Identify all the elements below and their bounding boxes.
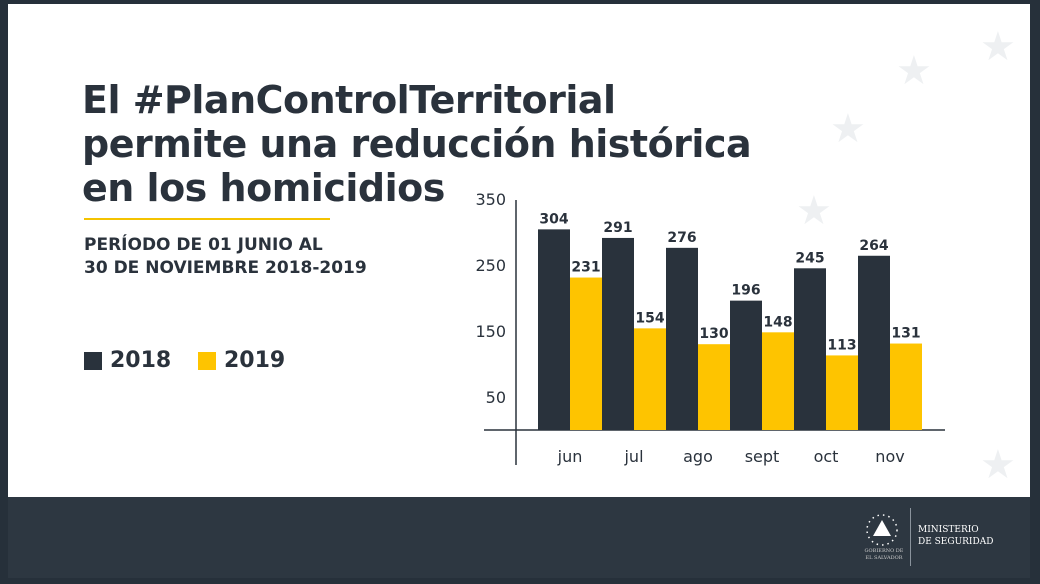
ministry-line: MINISTERIO <box>918 525 979 535</box>
bar-2018 <box>730 300 762 430</box>
bar-2019 <box>890 343 922 430</box>
star-icon: ★ <box>896 48 932 94</box>
ministry-line: DE SEGURIDAD <box>918 537 994 547</box>
bar-2019 <box>826 355 858 430</box>
headline-line: en los homicidios <box>82 166 445 210</box>
data-label: 304 <box>539 211 568 227</box>
footer-bar <box>8 497 1030 578</box>
legend-2018: 2018 <box>84 348 171 373</box>
legend-swatch <box>84 351 102 370</box>
data-label: 264 <box>859 238 888 254</box>
divider <box>910 508 911 566</box>
legend-swatch <box>198 351 216 370</box>
star-icon: ★ <box>830 106 866 152</box>
x-tick-label: sept <box>745 447 780 466</box>
star-icon: ★ <box>980 442 1016 488</box>
star-icon: ★ <box>796 188 832 234</box>
x-tick-label: jun <box>557 447 583 466</box>
bar-2019 <box>634 328 666 430</box>
subtitle-line: PERÍODO DE 01 JUNIO AL <box>84 235 323 255</box>
y-tick-label: 250 <box>475 256 506 275</box>
data-label: 276 <box>667 230 696 246</box>
ministry-label: MINISTERIO DE SEGURIDAD <box>918 524 993 548</box>
x-tick-label: oct <box>814 447 839 466</box>
headline-line: El #PlanControlTerritorial <box>82 78 616 122</box>
star-icon: ★ <box>980 24 1016 70</box>
government-label: GOBIERNO DE EL SALVADOR <box>860 548 908 562</box>
y-tick-label: 150 <box>475 322 506 341</box>
legend-2019: 2019 <box>198 348 285 373</box>
bar-2018 <box>794 268 826 430</box>
bar-2018 <box>858 255 890 430</box>
title-underline <box>84 218 330 220</box>
legend-label: 2019 <box>224 348 286 373</box>
bar-2018 <box>602 237 634 430</box>
data-label: 245 <box>795 250 824 266</box>
subtitle-line: 30 DE NOVIEMBRE 2018-2019 <box>84 258 367 278</box>
x-tick-label: nov <box>875 447 904 466</box>
coat-of-arms-logo <box>866 514 898 546</box>
gov-line: GOBIERNO DE <box>864 548 904 554</box>
headline: El #PlanControlTerritorial permite una r… <box>82 78 752 210</box>
gov-line: EL SALVADOR <box>865 555 903 561</box>
data-label: 154 <box>635 310 664 326</box>
y-tick-label: 350 <box>475 190 506 209</box>
x-tick-label: jul <box>623 447 643 466</box>
data-label: 131 <box>891 326 920 342</box>
data-label: 291 <box>603 220 632 236</box>
bar-2018 <box>538 229 570 430</box>
period-subtitle: PERÍODO DE 01 JUNIO AL 30 DE NOVIEMBRE 2… <box>84 234 367 280</box>
bar-2019 <box>570 277 602 430</box>
y-tick-label: 50 <box>486 388 506 407</box>
data-label: 196 <box>731 283 760 299</box>
legend-label: 2018 <box>110 348 172 373</box>
headline-line: permite una reducción histórica <box>82 122 752 166</box>
data-label: 130 <box>699 326 728 342</box>
bar-2018 <box>666 247 698 430</box>
bar-2019 <box>698 344 730 430</box>
data-label: 148 <box>763 314 792 330</box>
x-tick-label: ago <box>683 447 713 466</box>
data-label: 113 <box>827 337 856 353</box>
bar-2019 <box>762 332 794 430</box>
data-label: 231 <box>571 260 600 276</box>
